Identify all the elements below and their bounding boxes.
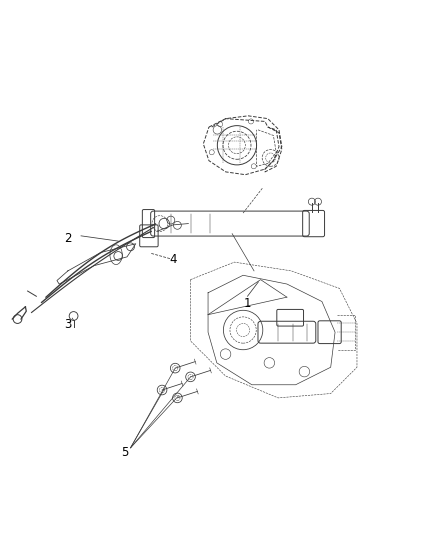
Text: 3: 3 [64, 318, 71, 331]
Text: 5: 5 [121, 446, 128, 459]
Text: 2: 2 [64, 231, 72, 245]
Text: 1: 1 [244, 297, 251, 310]
Text: 4: 4 [169, 253, 177, 266]
